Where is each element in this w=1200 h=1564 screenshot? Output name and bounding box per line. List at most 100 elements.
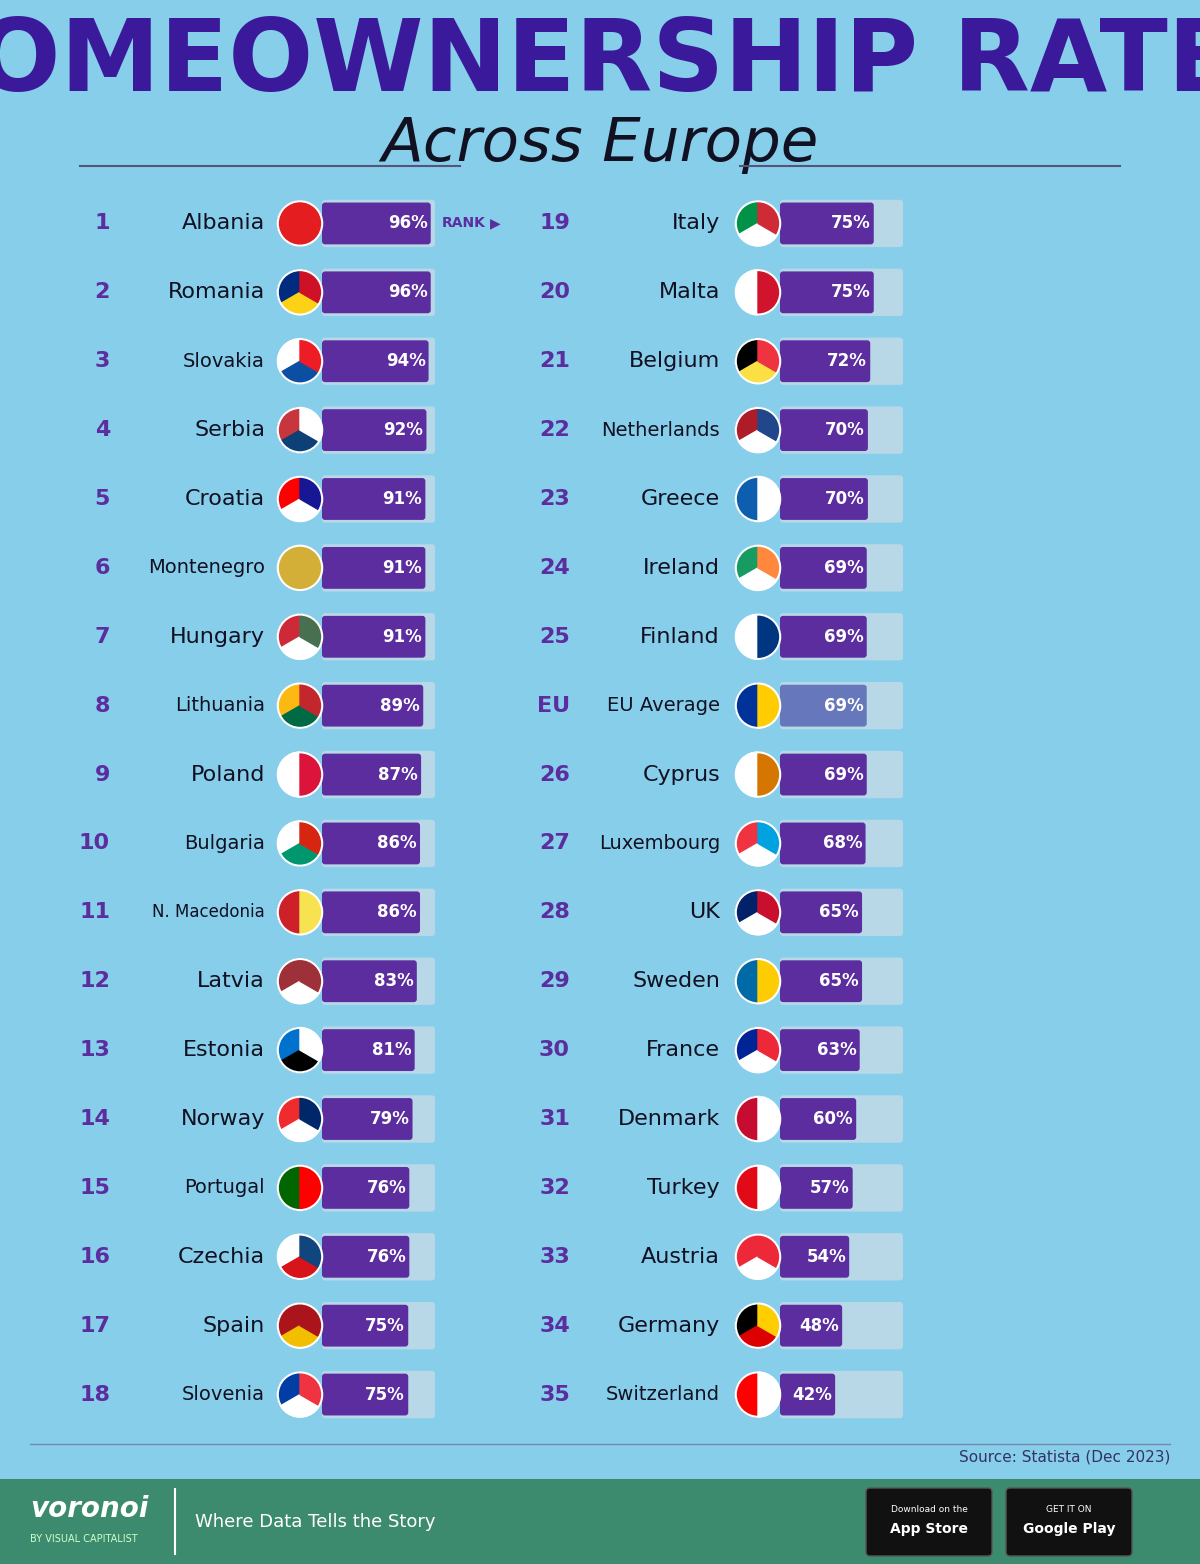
Text: 1: 1 — [95, 213, 110, 233]
FancyBboxPatch shape — [322, 341, 428, 382]
Text: Lithuania: Lithuania — [175, 696, 265, 715]
FancyBboxPatch shape — [780, 547, 866, 588]
Wedge shape — [758, 1234, 780, 1268]
Text: Hungary: Hungary — [170, 627, 265, 647]
Wedge shape — [758, 821, 780, 854]
Wedge shape — [758, 683, 780, 727]
Wedge shape — [300, 477, 323, 510]
Text: Greece: Greece — [641, 490, 720, 508]
Text: 27: 27 — [539, 834, 570, 854]
Wedge shape — [281, 499, 319, 521]
Text: N. Macedonia: N. Macedonia — [152, 904, 265, 921]
Wedge shape — [300, 959, 323, 992]
Text: 31: 31 — [539, 1109, 570, 1129]
Wedge shape — [300, 1165, 323, 1211]
Text: 33: 33 — [539, 1247, 570, 1267]
FancyBboxPatch shape — [322, 200, 436, 247]
Wedge shape — [736, 821, 758, 854]
Wedge shape — [736, 1372, 758, 1417]
Text: 13: 13 — [79, 1040, 110, 1060]
Wedge shape — [758, 890, 780, 923]
Text: 20: 20 — [539, 283, 570, 302]
FancyBboxPatch shape — [1006, 1487, 1132, 1556]
Text: 28: 28 — [539, 902, 570, 923]
Wedge shape — [736, 1165, 758, 1211]
Wedge shape — [739, 843, 778, 865]
Text: BY VISUAL CAPITALIST: BY VISUAL CAPITALIST — [30, 1534, 138, 1544]
Text: 69%: 69% — [824, 765, 864, 784]
Text: Germany: Germany — [618, 1315, 720, 1336]
FancyBboxPatch shape — [780, 1373, 835, 1415]
Text: Finland: Finland — [641, 627, 720, 647]
Wedge shape — [300, 546, 323, 590]
FancyBboxPatch shape — [780, 341, 870, 382]
FancyBboxPatch shape — [322, 410, 426, 450]
FancyBboxPatch shape — [780, 1232, 904, 1281]
Text: 81%: 81% — [372, 1042, 412, 1059]
Text: 91%: 91% — [383, 490, 422, 508]
Wedge shape — [277, 752, 300, 796]
FancyBboxPatch shape — [0, 1480, 1200, 1564]
Wedge shape — [739, 1326, 778, 1348]
FancyBboxPatch shape — [322, 957, 436, 1006]
Wedge shape — [281, 292, 319, 314]
Text: 17: 17 — [79, 1315, 110, 1336]
FancyBboxPatch shape — [322, 269, 436, 316]
FancyBboxPatch shape — [322, 820, 436, 866]
Wedge shape — [739, 568, 778, 590]
Text: 15: 15 — [79, 1178, 110, 1198]
FancyBboxPatch shape — [322, 202, 431, 244]
Wedge shape — [277, 477, 300, 510]
Wedge shape — [736, 1028, 758, 1062]
FancyBboxPatch shape — [322, 1095, 436, 1143]
Text: 42%: 42% — [792, 1386, 832, 1403]
Text: 4: 4 — [95, 421, 110, 439]
FancyBboxPatch shape — [780, 1164, 904, 1212]
Text: 48%: 48% — [799, 1317, 839, 1334]
FancyBboxPatch shape — [322, 1098, 413, 1140]
Text: 87%: 87% — [378, 765, 418, 784]
Text: 12: 12 — [79, 971, 110, 992]
Wedge shape — [300, 683, 323, 716]
Text: Austria: Austria — [641, 1247, 720, 1267]
FancyBboxPatch shape — [322, 1236, 409, 1278]
FancyBboxPatch shape — [322, 479, 425, 519]
Wedge shape — [758, 959, 780, 1004]
Wedge shape — [739, 361, 778, 383]
Text: 34: 34 — [539, 1315, 570, 1336]
Text: Netherlands: Netherlands — [601, 421, 720, 439]
Wedge shape — [277, 615, 300, 647]
FancyBboxPatch shape — [322, 1372, 436, 1419]
FancyBboxPatch shape — [322, 1232, 436, 1281]
FancyBboxPatch shape — [780, 338, 904, 385]
Text: Ireland: Ireland — [643, 558, 720, 577]
Text: Sweden: Sweden — [632, 971, 720, 992]
Wedge shape — [736, 615, 758, 658]
FancyBboxPatch shape — [322, 1164, 436, 1212]
Wedge shape — [300, 339, 323, 372]
Text: 21: 21 — [539, 352, 570, 371]
Wedge shape — [281, 705, 319, 727]
Wedge shape — [736, 1096, 758, 1142]
Text: Norway: Norway — [181, 1109, 265, 1129]
Text: Spain: Spain — [203, 1315, 265, 1336]
Text: Croatia: Croatia — [185, 490, 265, 508]
Text: 5: 5 — [95, 490, 110, 508]
Wedge shape — [277, 202, 300, 246]
Wedge shape — [758, 271, 780, 314]
Wedge shape — [277, 1303, 300, 1337]
Text: 23: 23 — [539, 490, 570, 508]
Wedge shape — [281, 1049, 319, 1073]
Wedge shape — [277, 1234, 300, 1268]
Text: Montenegro: Montenegro — [148, 558, 265, 577]
Text: 63%: 63% — [817, 1042, 857, 1059]
Text: 91%: 91% — [383, 627, 422, 646]
Wedge shape — [758, 477, 780, 521]
FancyBboxPatch shape — [322, 1373, 408, 1415]
FancyBboxPatch shape — [322, 407, 436, 454]
FancyBboxPatch shape — [780, 544, 904, 591]
Text: EU Average: EU Average — [607, 696, 720, 715]
Text: voronoi: voronoi — [30, 1495, 149, 1523]
Text: Where Data Tells the Story: Where Data Tells the Story — [194, 1512, 436, 1531]
Wedge shape — [281, 430, 319, 452]
